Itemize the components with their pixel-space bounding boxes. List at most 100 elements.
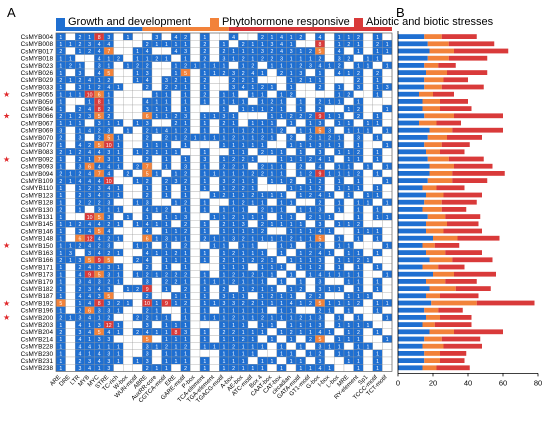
heatmap-cell — [219, 32, 229, 41]
heatmap-cell — [123, 313, 133, 322]
heatmap-cell — [343, 212, 354, 221]
cell-value: 1 — [184, 280, 187, 286]
cell-value: 2 — [59, 49, 62, 55]
cell-value: 1 — [386, 200, 389, 206]
stacked-bar-segment — [429, 286, 456, 291]
heatmap-cell — [247, 320, 258, 329]
stacked-bar-segment — [443, 228, 482, 234]
heatmap-cell — [372, 292, 383, 300]
cell-value: 1 — [386, 272, 389, 278]
stacked-bar-segment — [441, 336, 481, 342]
heatmap-cell — [190, 241, 201, 250]
cell-value: 1 — [98, 78, 101, 84]
cell-value: 2 — [223, 287, 226, 293]
heatmap-cell — [209, 205, 220, 214]
cell-value: 2 — [165, 208, 168, 214]
cell-value: 2 — [184, 222, 187, 228]
heatmap-cell — [151, 292, 162, 300]
heatmap-cell — [190, 83, 201, 91]
cell-value: 1 — [107, 64, 110, 70]
heatmap-cell — [199, 104, 210, 113]
heatmap-cell — [305, 220, 316, 228]
cell-value: 1 — [242, 323, 245, 329]
cell-value: 1 — [357, 359, 360, 365]
cell-value: 1 — [347, 280, 350, 286]
cell-value: 1 — [347, 330, 350, 336]
cell-value: 4 — [79, 352, 82, 358]
cell-value: 1 — [242, 251, 245, 257]
cell-value: 4 — [88, 244, 91, 250]
heatmap-cell — [209, 263, 220, 271]
row-label: CsMYB150 — [21, 243, 54, 250]
cell-value: 2 — [79, 244, 82, 250]
stacked-bar-segment — [422, 185, 437, 191]
cell-value: 1 — [223, 136, 226, 142]
stacked-bar-segment — [436, 185, 465, 191]
stacked-bar-segment — [398, 135, 428, 140]
stacked-bar-segment — [441, 34, 477, 39]
heatmap-cell — [324, 90, 335, 98]
heatmap-cell — [228, 61, 239, 70]
cell-value: 1 — [338, 143, 341, 149]
stacked-bar-segment — [422, 322, 435, 327]
heatmap-cell — [382, 148, 393, 156]
cell-value: 1 — [117, 85, 120, 91]
stacked-bar-segment — [398, 329, 430, 335]
stacked-bar-segment — [398, 207, 423, 212]
heatmap-cell — [190, 256, 201, 264]
heatmap-cell — [65, 328, 76, 336]
cell-value: 1 — [261, 193, 264, 199]
heatmap-cell — [295, 306, 306, 314]
heatmap-cell — [276, 227, 287, 235]
heatmap-cell — [123, 320, 133, 329]
cell-value: 1 — [59, 157, 62, 163]
cell-value: 1 — [203, 114, 206, 120]
cell-value: 1 — [299, 222, 302, 228]
stacked-bar-segment — [398, 55, 428, 61]
cell-value: 2 — [79, 265, 82, 271]
heatmap-cell — [151, 356, 162, 365]
cell-value: 3 — [146, 280, 149, 286]
heatmap-cell — [65, 356, 76, 365]
cell-value: 4 — [146, 330, 149, 336]
cell-value: 1 — [367, 164, 370, 170]
stacked-bar-segment — [398, 307, 425, 313]
cell-value: 1 — [203, 128, 206, 134]
cell-value: 1 — [223, 186, 226, 192]
cell-value: 2 — [290, 179, 293, 185]
heatmap-cell — [113, 256, 124, 264]
cell-value: 1 — [232, 128, 235, 134]
cell-value: 1 — [155, 42, 158, 48]
cell-value: 3 — [98, 323, 101, 329]
heatmap-cell — [190, 234, 201, 242]
cell-value: 4 — [88, 229, 91, 235]
cell-value: 1 — [376, 229, 379, 235]
cell-value: 2 — [98, 244, 101, 250]
cell-value: 2 — [261, 258, 264, 264]
cell-value: 4 — [88, 265, 91, 271]
cell-value: 1 — [271, 85, 274, 91]
cell-value: 2 — [357, 330, 360, 336]
cell-value: 2 — [136, 330, 139, 336]
cell-value: 1 — [242, 229, 245, 235]
row-label: CsMYB069 — [21, 128, 54, 135]
cell-value: 1 — [271, 150, 274, 156]
cell-value: 1 — [357, 265, 360, 271]
stacked-bar-segment — [455, 286, 491, 291]
cell-value: 3 — [107, 265, 110, 271]
cell-value: 2 — [184, 136, 187, 142]
heatmap-cell — [305, 342, 316, 350]
cell-value: 1 — [376, 78, 379, 84]
stacked-bar-segment — [429, 329, 454, 335]
cell-value: 1 — [69, 121, 72, 127]
cell-value: 1 — [357, 251, 360, 257]
cell-value: 2 — [175, 78, 178, 84]
cell-value: 1 — [117, 352, 120, 358]
cell-value: 2 — [328, 136, 331, 142]
stacked-bar-segment — [398, 257, 430, 263]
heatmap-cell — [305, 306, 316, 314]
cell-value: 1 — [376, 308, 379, 314]
stacked-bar-segment — [440, 99, 468, 104]
heatmap-cell — [363, 68, 373, 77]
stacked-bar-segment — [398, 315, 426, 320]
